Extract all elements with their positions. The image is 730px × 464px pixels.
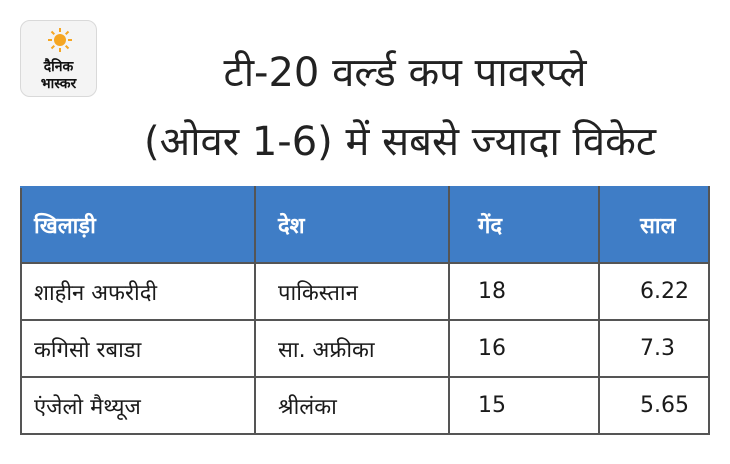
dainik-bhaskar-logo: दैनिक भास्कर (20, 20, 97, 97)
cell-player: एंजेलो मैथ्यूज (20, 376, 256, 435)
wickets-table: खिलाड़ी देश गेंद साल शाहीन अफरीदी पाकिस्… (20, 186, 710, 435)
table-row: कगिसो रबाडा सा. अफ्रीका 16 7.3 (20, 319, 710, 378)
header-country: देश (254, 186, 450, 264)
title-line-2: (ओवर 1-6) में सबसे ज्यादा विकेट (144, 119, 656, 165)
cell-player: कगिसो रबाडा (20, 319, 256, 378)
header-player: खिलाड़ी (20, 186, 256, 264)
cell-balls: 18 (448, 262, 600, 321)
cell-country: श्रीलंका (254, 376, 450, 435)
table-row: शाहीन अफरीदी पाकिस्तान 18 6.22 (20, 262, 710, 321)
header-balls: गेंद (448, 186, 600, 264)
logo-text-line2: भास्कर (40, 76, 77, 92)
table-header-row: खिलाड़ी देश गेंद साल (20, 186, 710, 264)
header-year: साल (598, 186, 710, 264)
cell-year: 6.22 (598, 262, 710, 321)
cell-country: सा. अफ्रीका (254, 319, 450, 378)
cell-balls: 15 (448, 376, 600, 435)
table-row: एंजेलो मैथ्यूज श्रीलंका 15 5.65 (20, 376, 710, 435)
title-line-1: टी-20 वर्ल्ड कप पावरप्ले (223, 50, 587, 96)
cell-player: शाहीन अफरीदी (20, 262, 256, 321)
sun-icon (48, 28, 72, 52)
cell-balls: 16 (448, 319, 600, 378)
cell-country: पाकिस्तान (254, 262, 450, 321)
logo-text-line1: दैनिक (43, 59, 74, 75)
cell-year: 5.65 (598, 376, 710, 435)
cell-year: 7.3 (598, 319, 710, 378)
